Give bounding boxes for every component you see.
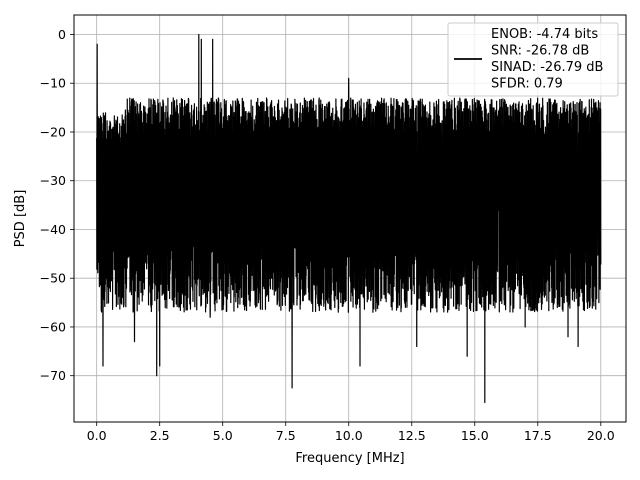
x-tick-label-1: 2.5 [150, 428, 170, 443]
y-tick-label-7: −70 [40, 368, 66, 383]
y-tick-label-4: −40 [40, 222, 66, 237]
psd-trace [96, 33, 602, 404]
plot-frame [73, 14, 627, 423]
y-tick-label-5: −50 [40, 271, 66, 286]
y-tick-label-0: 0 [58, 27, 66, 42]
x-tick-label-8: 20.0 [587, 428, 615, 443]
legend-sfdr: SFDR: 0.79 [491, 77, 563, 92]
legend-sinad: SINAD: -26.79 dB [491, 60, 603, 75]
legend: ENOB: -4.74 bits SNR: -26.78 dB SINAD: -… [447, 22, 619, 97]
y-tick-label-2: −20 [40, 124, 66, 139]
legend-enob: ENOB: -4.74 bits [491, 27, 598, 42]
psd-series-line [96, 33, 602, 404]
x-axis-label: Frequency [MHz] [295, 451, 404, 466]
y-axis: 0 −10 −20 −30 −40 −50 −60 −70 [40, 27, 74, 383]
y-tick-label-3: −30 [40, 173, 66, 188]
x-tick-label-3: 7.5 [276, 428, 296, 443]
y-axis-label: PSD [dB] [13, 190, 28, 248]
x-tick-label-6: 15.0 [461, 428, 489, 443]
x-tick-label-0: 0.0 [87, 428, 107, 443]
x-tick-label-7: 17.5 [524, 428, 552, 443]
legend-box [447, 22, 619, 97]
x-tick-label-4: 10.0 [335, 428, 363, 443]
x-tick-label-5: 12.5 [398, 428, 426, 443]
legend-snr: SNR: -26.78 dB [491, 44, 589, 59]
x-tick-label-2: 5.0 [213, 428, 233, 443]
y-tick-label-6: −60 [40, 319, 66, 334]
y-tick-label-1: −10 [40, 76, 66, 91]
x-axis: 0.0 2.5 5.0 7.5 10.0 12.5 15.0 17.5 20.0 [87, 422, 615, 443]
